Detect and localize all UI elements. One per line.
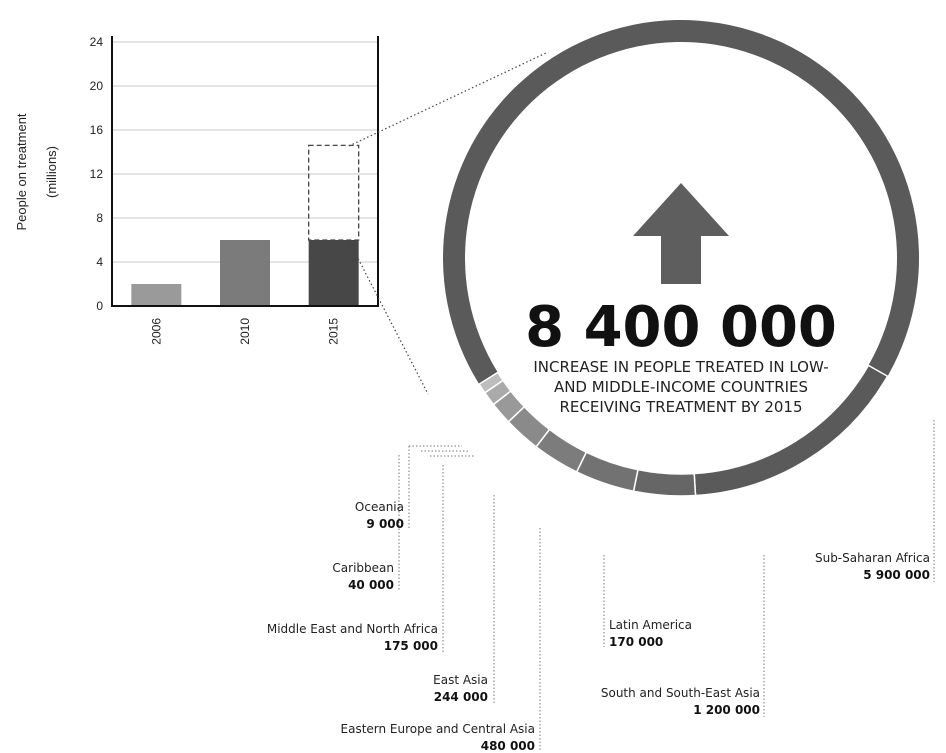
y-axis-label-line-1: People on treatment xyxy=(14,113,29,230)
subtitle-line-2: AND MIDDLE-INCOME COUNTRIES xyxy=(554,378,808,396)
y-tick-label: 24 xyxy=(90,35,104,49)
bar-2006 xyxy=(131,284,182,306)
gridlines xyxy=(112,41,378,263)
ring-slice xyxy=(575,451,639,493)
projection-box xyxy=(308,144,360,241)
y-tick-label: 20 xyxy=(90,79,104,93)
region-label: Oceania xyxy=(355,500,404,514)
y-tick-labels: 0 4 8 12 16 20 24 xyxy=(90,35,104,313)
region-value: 40 000 xyxy=(348,578,394,592)
ring-slices xyxy=(443,20,919,497)
region-label: Caribbean xyxy=(332,561,394,575)
y-axis-label-line-2: (millions) xyxy=(44,146,59,198)
y-tick-label: 8 xyxy=(96,211,103,225)
region-label: Sub-Saharan Africa xyxy=(815,551,930,565)
subtitle-line-3: RECEIVING TREATMENT BY 2015 xyxy=(559,398,802,416)
region-value: 9 000 xyxy=(366,517,404,531)
region-value: 175 000 xyxy=(384,639,438,653)
x-tick-label: 2015 xyxy=(327,318,341,345)
slice-leader-lines xyxy=(398,420,935,750)
bar-2010 xyxy=(220,240,270,306)
x-tick-label: 2010 xyxy=(238,318,252,345)
x-tick-labels: 2006 2010 2015 xyxy=(149,318,340,345)
headline-number: 8 400 000 xyxy=(525,295,837,360)
slice-labels: Sub-Saharan Africa 5 900 000 South and Sou… xyxy=(267,500,930,753)
x-tick-label: 2006 xyxy=(149,318,163,345)
region-label: East Asia xyxy=(433,673,488,687)
y-tick-label: 4 xyxy=(96,255,103,269)
up-arrow-icon xyxy=(633,183,729,284)
region-value: 170 000 xyxy=(609,635,663,649)
ring-slice xyxy=(478,371,505,394)
y-tick-label: 16 xyxy=(90,123,104,137)
region-label: Eastern Europe and Central Asia xyxy=(341,722,535,736)
bar-chart: People on treatment (millions) 0 4 8 12 16 20… xyxy=(14,35,379,345)
zoom-connectors xyxy=(348,51,549,395)
region-value: 480 000 xyxy=(481,739,535,753)
y-tick-label: 0 xyxy=(96,299,103,313)
y-tick-label: 12 xyxy=(90,167,104,181)
ring-slice xyxy=(632,468,697,497)
subtitle-line-1: INCREASE IN PEOPLE TREATED IN LOW- xyxy=(533,358,828,376)
ring-chart: 8 400 000 INCREASE IN PEOPLE TREATED IN … xyxy=(267,20,935,753)
region-value: 5 900 000 xyxy=(863,568,930,582)
bars xyxy=(131,144,360,306)
region-value: 1 200 000 xyxy=(693,703,760,717)
region-label: South and South-East Asia xyxy=(601,686,760,700)
region-value: 244 000 xyxy=(434,690,488,704)
region-label: Latin America xyxy=(609,618,692,632)
bar-2015 xyxy=(308,240,359,306)
region-label: Middle East and North Africa xyxy=(267,622,438,636)
